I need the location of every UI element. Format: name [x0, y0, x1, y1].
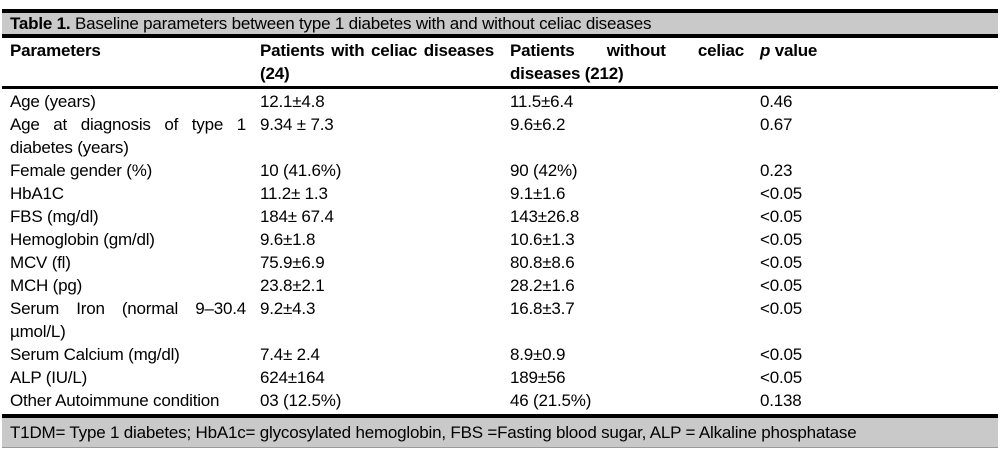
table-caption-text: Baseline parameters between type 1 diabe… [70, 14, 652, 33]
column-header-p-value: p value [760, 39, 998, 85]
cell-p-value: <0.05 [760, 368, 803, 387]
rule-top [2, 9, 998, 13]
cell-p-value: <0.05 [760, 230, 803, 249]
cell-with-celiac: 9.6±1.8 [260, 230, 316, 249]
table-row: Other Autoimmune condition 03 (12.5%) 46… [2, 389, 998, 412]
table-row: MCV (fl) 75.9±6.9 80.8±8.6 <0.05 [2, 251, 998, 274]
cell-with-celiac: 10 (41.6%) [260, 161, 342, 180]
cell-with-celiac: 9.34 ± 7.3 [260, 115, 334, 134]
table-footnote: T1DM= Type 1 diabetes; HbA1c= glycosylat… [2, 418, 998, 448]
cell-p-value: <0.05 [760, 184, 803, 203]
cell-without-celiac: 11.5±6.4 [510, 92, 574, 111]
cell-p-value: <0.05 [760, 276, 803, 295]
table-body: Age (years) 12.1±4.8 11.5±6.4 0.46 Age a… [2, 89, 998, 414]
column-header-patients-with-celiac: Patients with celiac diseases (24) [260, 41, 494, 83]
table-row: ALP (IU/L) 624±164 189±56 <0.05 [2, 366, 998, 389]
cell-p-value: 0.138 [760, 391, 802, 410]
cell-parameter: FBS (mg/dl) [10, 207, 99, 226]
cell-p-value: <0.05 [760, 345, 803, 364]
cell-parameter: Serum Calcium (mg/dl) [10, 345, 180, 364]
table-row: Hemoglobin (gm/dl) 9.6±1.8 10.6±1.3 <0.0… [2, 228, 998, 251]
cell-with-celiac: 624±164 [260, 368, 325, 387]
cell-without-celiac: 46 (21.5%) [510, 391, 592, 410]
cell-with-celiac: 7.4± 2.4 [260, 345, 320, 364]
table-row: Serum Calcium (mg/dl) 7.4± 2.4 8.9±0.9 <… [2, 343, 998, 366]
column-header-parameters: Parameters [10, 41, 101, 60]
p-value-header-rest: value [770, 41, 818, 60]
cell-with-celiac: 03 (12.5%) [260, 391, 342, 410]
cell-parameter: Other Autoimmune condition [10, 391, 220, 410]
cell-without-celiac: 143±26.8 [510, 207, 580, 226]
cell-parameter: Age at diagnosis of type 1 diabetes (yea… [10, 115, 246, 157]
cell-p-value: <0.05 [760, 207, 803, 226]
cell-without-celiac: 9.6±6.2 [510, 115, 566, 134]
table-row: HbA1C 11.2± 1.3 9.1±1.6 <0.05 [2, 182, 998, 205]
cell-without-celiac: 90 (42%) [510, 161, 578, 180]
cell-with-celiac: 9.2±4.3 [260, 299, 316, 318]
cell-parameter: Serum Iron (normal 9–30.4 µmol/L) [10, 299, 246, 341]
rule-below-caption [2, 34, 998, 38]
p-value-header-italic: p [760, 41, 771, 60]
cell-parameter: Hemoglobin (gm/dl) [10, 230, 155, 249]
table-header-row: Parameters Patients with celiac diseases… [2, 38, 998, 86]
cell-parameter: MCV (fl) [10, 253, 71, 272]
cell-without-celiac: 28.2±1.6 [510, 276, 575, 295]
cell-parameter: ALP (IU/L) [10, 368, 88, 387]
column-header-patients-without-celiac: Patients without celiac diseases (212) [510, 41, 744, 83]
table-row: Female gender (%) 10 (41.6%) 90 (42%) 0.… [2, 159, 998, 182]
rule-below-header [2, 86, 998, 89]
cell-parameter: MCH (pg) [10, 276, 83, 295]
rule-above-footnote [2, 414, 998, 418]
cell-parameter: HbA1C [10, 184, 64, 203]
table-row: Age at diagnosis of type 1 diabetes (yea… [2, 113, 998, 159]
cell-without-celiac: 80.8±8.6 [510, 253, 575, 272]
cell-p-value: <0.05 [760, 253, 803, 272]
cell-p-value: <0.05 [760, 299, 803, 318]
cell-parameter: Age (years) [10, 92, 96, 111]
cell-without-celiac: 16.8±3.7 [510, 299, 575, 318]
table-caption-label: Table 1. [10, 14, 71, 33]
cell-with-celiac: 75.9±6.9 [260, 253, 325, 272]
table-row: FBS (mg/dl) 184± 67.4 143±26.8 <0.05 [2, 205, 998, 228]
cell-without-celiac: 9.1±1.6 [510, 184, 566, 203]
cell-p-value: 0.23 [760, 161, 793, 180]
cell-parameter: Female gender (%) [10, 161, 153, 180]
cell-without-celiac: 189±56 [510, 368, 566, 387]
table-row: MCH (pg) 23.8±2.1 28.2±1.6 <0.05 [2, 274, 998, 297]
cell-with-celiac: 23.8±2.1 [260, 276, 325, 295]
cell-p-value: 0.46 [760, 92, 793, 111]
table-caption: Table 1. Baseline parameters between typ… [2, 13, 998, 34]
cell-p-value: 0.67 [760, 115, 793, 134]
cell-without-celiac: 10.6±1.3 [510, 230, 575, 249]
cell-with-celiac: 184± 67.4 [260, 207, 334, 226]
cell-with-celiac: 11.2± 1.3 [260, 184, 328, 203]
cell-without-celiac: 8.9±0.9 [510, 345, 566, 364]
cell-with-celiac: 12.1±4.8 [260, 92, 325, 111]
table-row: Age (years) 12.1±4.8 11.5±6.4 0.46 [2, 90, 998, 113]
baseline-parameters-table: Table 1. Baseline parameters between typ… [2, 9, 998, 448]
table-row: Serum Iron (normal 9–30.4 µmol/L) 9.2±4.… [2, 297, 998, 343]
